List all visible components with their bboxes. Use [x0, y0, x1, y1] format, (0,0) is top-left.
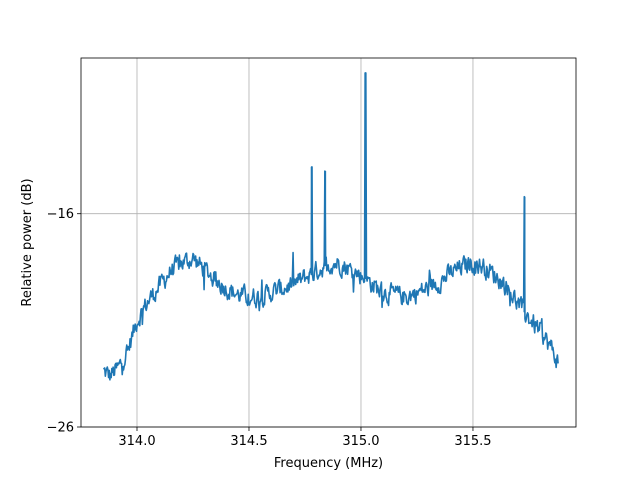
x-tick-label: 315.0 — [342, 434, 379, 449]
series-group — [103, 72, 559, 381]
x-tick-label: 315.5 — [454, 434, 491, 449]
x-tick-label: 314.0 — [118, 434, 155, 449]
ticks: 314.0 314.5 315.0 315.5 −16 −26 — [47, 207, 492, 449]
x-tick-label: 314.5 — [230, 434, 267, 449]
y-tick-label: −26 — [47, 421, 74, 436]
y-axis-label: Relative power (dB) — [20, 178, 35, 306]
spectrum-line — [103, 72, 559, 381]
y-tick-label: −16 — [47, 207, 74, 222]
plot-frame — [80, 57, 577, 428]
x-axis-label: Frequency (MHz) — [274, 456, 383, 471]
